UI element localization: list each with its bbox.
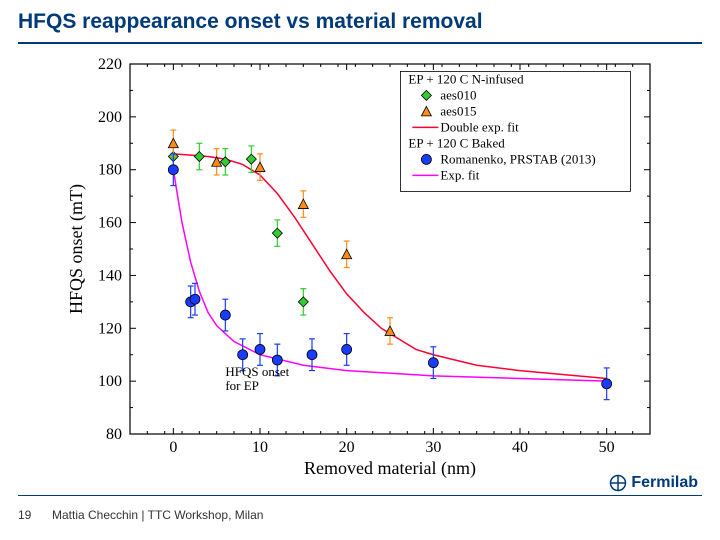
hfqs-chart: 0 10 20 30 40 50 80 100 120 140 160 180 200 220 Remove… (60, 54, 660, 484)
footer-text: Mattia Checchin | TTC Workshop, Milan (52, 508, 263, 522)
slide-title: HFQS reappearance onset vs material remo… (18, 10, 483, 34)
x-axis-label: Removed material (nm) (304, 458, 476, 479)
legend-item: EP + 120 C Baked (408, 135, 505, 150)
x-tick-label: 30 (425, 439, 441, 456)
fermilab-icon (609, 474, 627, 492)
y-axis-label: HFQS onset (mT) (66, 184, 87, 314)
legend-item: aes010 (440, 87, 476, 102)
legend-item: Double exp. fit (440, 119, 519, 134)
y-tick-label: 100 (98, 373, 122, 390)
x-tick-label: 0 (169, 439, 177, 456)
page-number: 19 (18, 508, 31, 522)
fermilab-logo: Fermilab (609, 474, 698, 492)
legend-item: Romanenko, PRSTAB (2013) (440, 151, 595, 166)
x-tick-label: 50 (599, 439, 615, 456)
y-tick-label: 200 (98, 109, 122, 126)
x-tick-label: 40 (512, 439, 528, 456)
y-tick-label: 80 (106, 426, 122, 443)
x-tick-label: 20 (339, 439, 355, 456)
chart-annotation: HFQS onset (225, 364, 289, 379)
fermilab-text: Fermilab (631, 474, 698, 492)
slide: HFQS reappearance onset vs material remo… (0, 0, 720, 540)
y-tick-label: 220 (98, 56, 122, 73)
fit-curve-exp_fit (173, 170, 606, 381)
y-tick-label: 140 (98, 267, 122, 284)
chart-annotation: for EP (225, 378, 259, 393)
legend-item: Exp. fit (440, 167, 479, 182)
y-tick-label: 180 (98, 162, 122, 179)
y-tick-label: 120 (98, 320, 122, 337)
legend-item: aes015 (440, 103, 476, 118)
footer-line (18, 495, 702, 496)
legend-item: EP + 120 C N-infused (408, 71, 524, 86)
x-tick-label: 10 (252, 439, 268, 456)
title-underline (18, 42, 702, 44)
y-tick-label: 160 (98, 215, 122, 232)
